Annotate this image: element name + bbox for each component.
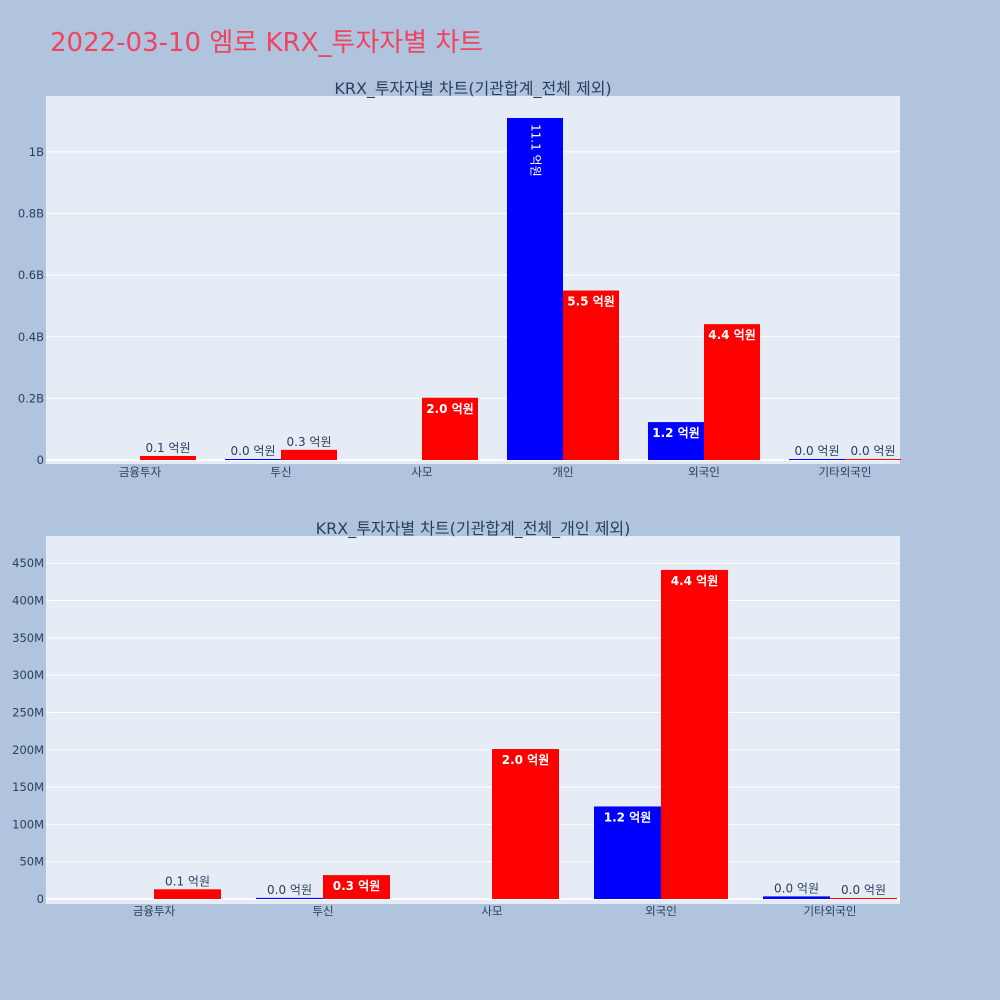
y-tick-label: 0 [37, 453, 44, 467]
bar-value-label: 4.4 억원 [671, 574, 719, 588]
y-tick-label: 250M [12, 705, 44, 719]
x-tick-label: 기타외국인 [819, 465, 872, 479]
bar-value-label: 0.0 억원 [795, 444, 840, 458]
bar-value-label: 4.4 억원 [708, 328, 756, 342]
bar-value-label: 0.3 억원 [333, 879, 381, 893]
bar [323, 875, 390, 899]
chart-title-1: KRX_투자자별 차트(기관합계_전체 제외) [334, 79, 611, 99]
x-tick-label: 투신 [312, 904, 333, 918]
bar [648, 422, 704, 460]
bar-value-label: 11.1 억원 [529, 124, 543, 177]
y-tick-label: 350M [12, 631, 44, 645]
bar [140, 455, 196, 460]
y-tick-label: 0.4B [18, 330, 44, 344]
y-tick-label: 0.2B [18, 391, 44, 405]
bar [594, 806, 661, 899]
bar-value-label: 5.5 억원 [567, 295, 615, 309]
bar-value-label: 0.0 억원 [231, 444, 276, 458]
bar-value-label: 0.0 억원 [851, 444, 896, 458]
bar [563, 290, 619, 460]
bar [225, 459, 281, 460]
bar-value-label: 1.2 억원 [652, 426, 700, 440]
bar-value-label: 0.1 억원 [146, 441, 191, 455]
y-tick-label: 150M [12, 780, 44, 794]
y-tick-label: 100M [12, 817, 44, 831]
y-tick-label: 1B [29, 145, 44, 159]
x-tick-label: 금융투자 [133, 904, 176, 918]
x-tick-label: 외국인 [645, 904, 677, 918]
bar-value-label: 2.0 억원 [426, 402, 474, 416]
bar-value-label: 0.0 억원 [841, 883, 886, 897]
bar [789, 459, 845, 460]
bar-value-label: 1.2 억원 [604, 810, 652, 824]
bar [256, 897, 323, 899]
y-tick-label: 200M [12, 743, 44, 757]
bar-value-label: 2.0 억원 [502, 753, 550, 767]
bar-value-label: 0.3 억원 [287, 435, 332, 449]
bar [492, 749, 559, 899]
y-tick-label: 0 [37, 892, 44, 906]
bar [704, 324, 760, 460]
bar [154, 889, 221, 899]
bar [845, 459, 901, 460]
chart-title-2: KRX_투자자별 차트(기관합계_전체_개인 제외) [316, 519, 631, 539]
x-tick-label: 투신 [270, 465, 291, 479]
bar-value-label: 0.1 억원 [165, 874, 210, 888]
y-tick-label: 0.6B [18, 268, 44, 282]
bar-value-label: 0.0 억원 [774, 881, 819, 895]
y-tick-label: 50M [19, 855, 44, 869]
bar [763, 896, 830, 899]
x-tick-label: 금융투자 [119, 465, 162, 479]
y-tick-label: 450M [12, 556, 44, 570]
bar [507, 118, 563, 460]
bar [281, 449, 337, 460]
plot-area-2 [46, 536, 900, 904]
x-tick-label: 개인 [552, 465, 573, 479]
x-tick-label: 사모 [411, 465, 432, 479]
bar [422, 397, 478, 460]
y-tick-label: 0.8B [18, 207, 44, 221]
y-tick-label: 400M [12, 594, 44, 608]
page-title: 2022-03-10 엠로 KRX_투자자별 차트 [50, 28, 484, 58]
bar-value-label: 0.0 억원 [267, 883, 312, 897]
bar [661, 569, 728, 899]
y-tick-label: 300M [12, 668, 44, 682]
bar [830, 898, 897, 899]
x-tick-label: 사모 [481, 904, 502, 918]
x-tick-label: 외국인 [688, 465, 720, 479]
x-tick-label: 기타외국인 [804, 904, 857, 918]
